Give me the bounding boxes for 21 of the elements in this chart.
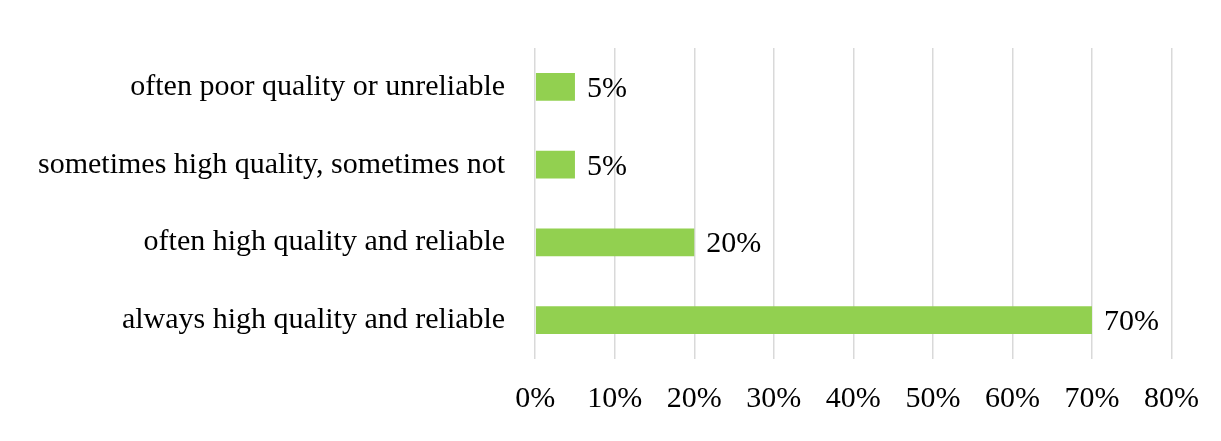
bar	[535, 228, 695, 257]
bar	[535, 306, 1092, 335]
bar	[535, 150, 575, 179]
y-tick-label: often poor quality or unreliable	[130, 67, 506, 101]
x-tick-label: 10%	[587, 379, 643, 413]
x-tick-label: 20%	[666, 379, 722, 413]
x-tick-label: 40%	[825, 379, 881, 413]
x-tick-label: 60%	[984, 379, 1040, 413]
x-tick-label: 50%	[905, 379, 961, 413]
data-label: 20%	[706, 225, 762, 259]
y-tick-label: often high quality and reliable	[143, 223, 506, 257]
y-tick-label: always high quality and reliable	[121, 301, 506, 334]
data-label: 5%	[586, 147, 627, 181]
x-tick-label: 70%	[1064, 379, 1120, 413]
x-tick-label: 30%	[746, 379, 802, 413]
data-label: 5%	[586, 69, 627, 103]
bar	[535, 72, 575, 101]
data-label: 70%	[1103, 303, 1159, 336]
x-tick-label: 80%	[1144, 379, 1199, 413]
y-tick-label: sometimes high quality, sometimes not	[38, 145, 506, 179]
x-tick-label: 0%	[515, 379, 556, 413]
